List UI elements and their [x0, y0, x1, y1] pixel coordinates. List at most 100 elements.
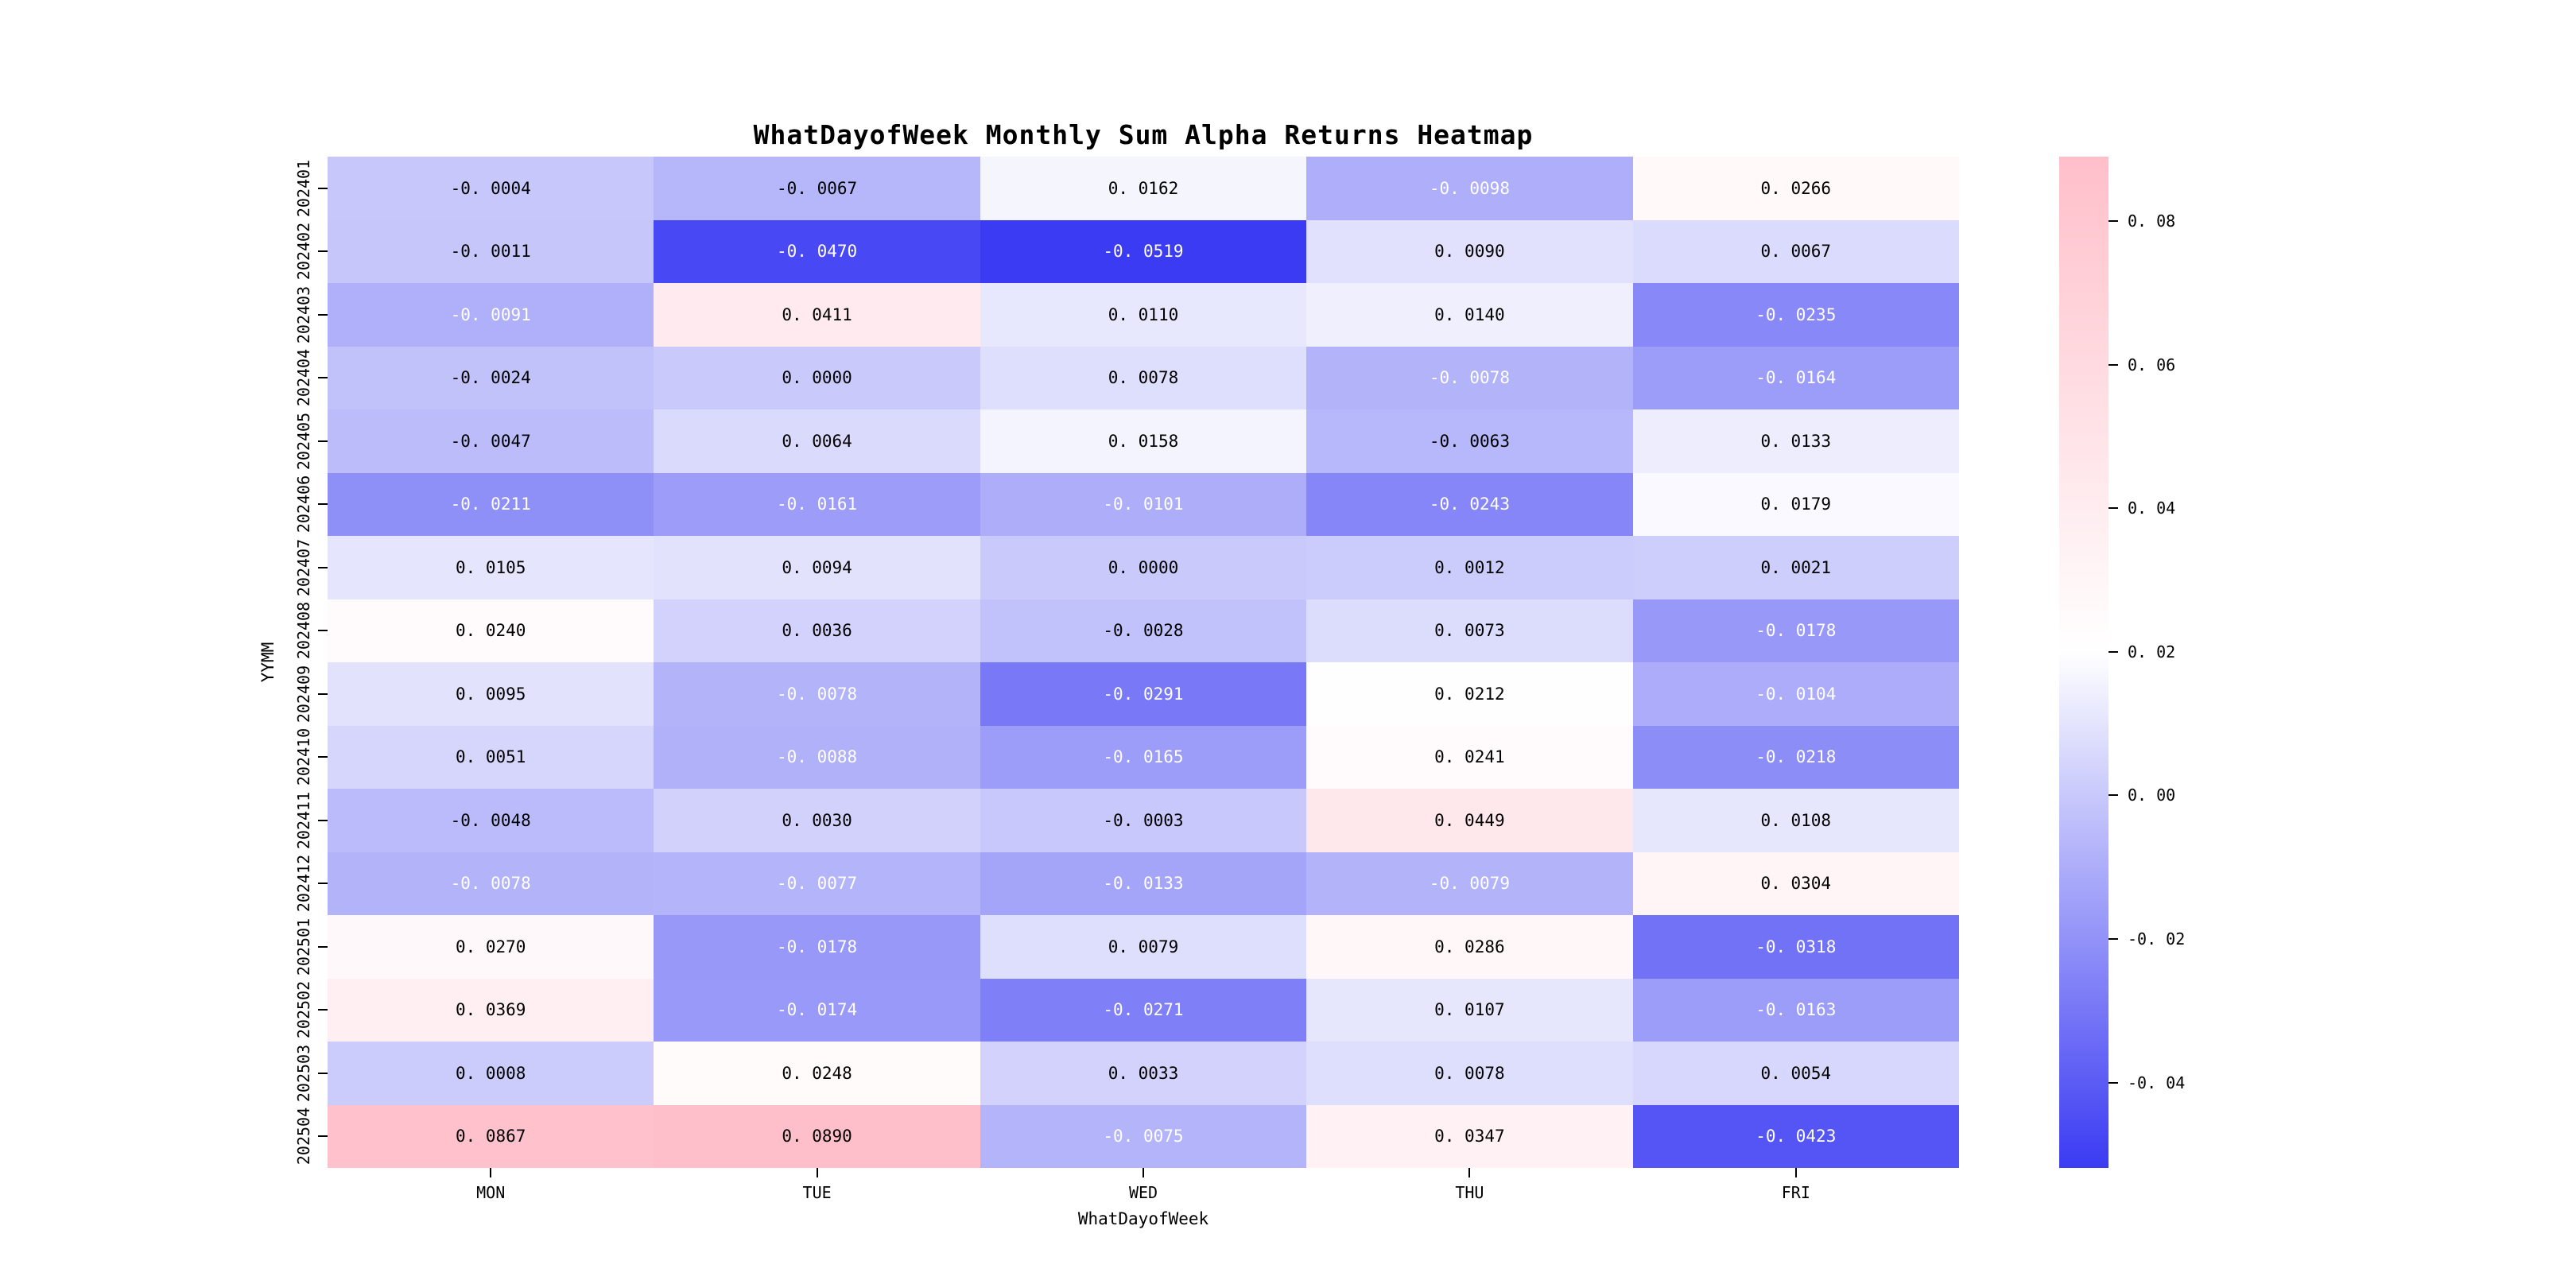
heatmap-cell: -0. 0243 — [1306, 472, 1633, 536]
heatmap-cell: 0. 0036 — [654, 599, 980, 662]
heatmap-cell: 0. 0079 — [980, 915, 1307, 979]
heatmap-cell: -0. 0028 — [980, 599, 1307, 662]
heatmap-cell: 0. 0890 — [654, 1104, 980, 1168]
heatmap-cell: 0. 0270 — [328, 915, 654, 979]
heatmap-cell: -0. 0235 — [1632, 283, 1959, 347]
heatmap-cell: 0. 0248 — [654, 1042, 980, 1105]
heatmap-cell: -0. 0211 — [328, 472, 654, 536]
colorbar-tick-mark — [2109, 507, 2118, 510]
heatmap-cell: 0. 0030 — [654, 789, 980, 852]
colorbar-tick-label: 0. 08 — [2128, 211, 2176, 231]
y-tick-label: 202502 — [294, 981, 313, 1039]
heatmap-cell: -0. 0078 — [654, 662, 980, 726]
heatmap-cell: 0. 0078 — [1306, 1042, 1633, 1105]
heatmap-cell: -0. 0133 — [980, 852, 1307, 915]
heatmap-cell: -0. 0078 — [328, 852, 654, 915]
y-tick-label: 202503 — [294, 1044, 313, 1102]
heatmap-cell: 0. 0347 — [1306, 1104, 1633, 1168]
heatmap-cell: 0. 0266 — [1632, 157, 1959, 220]
colorbar-tick-label: 0. 06 — [2128, 355, 2176, 374]
y-tick-mark — [318, 377, 328, 379]
y-tick-mark — [318, 1009, 328, 1011]
y-tick-mark — [318, 1135, 328, 1138]
colorbar-tick-mark — [2109, 363, 2118, 366]
heatmap-cell: -0. 0088 — [654, 725, 980, 789]
heatmap-cell: 0. 0073 — [1306, 599, 1633, 662]
heatmap-cell: 0. 0158 — [980, 409, 1307, 473]
heatmap-cell: -0. 0011 — [328, 219, 654, 283]
x-axis-label: WhatDayofWeek — [1077, 1209, 1209, 1228]
heatmap-cell: -0. 0318 — [1632, 915, 1959, 979]
y-tick-label: 202408 — [294, 602, 313, 660]
heatmap-cell: 0. 0449 — [1306, 789, 1633, 852]
y-tick-label: 202405 — [294, 412, 313, 470]
heatmap-cell: -0. 0003 — [980, 789, 1307, 852]
y-tick-label: 202410 — [294, 728, 313, 786]
heatmap-cell: 0. 0000 — [654, 346, 980, 409]
x-tick-label: WED — [1128, 1183, 1158, 1202]
y-tick-mark — [318, 883, 328, 885]
heatmap-cell: -0. 0024 — [328, 346, 654, 409]
heatmap-cell: -0. 0047 — [328, 409, 654, 473]
heatmap-cell: -0. 0163 — [1632, 978, 1959, 1042]
heatmap-cell: 0. 0067 — [1632, 219, 1959, 283]
heatmap-cell: 0. 0008 — [328, 1042, 654, 1105]
heatmap-cell: 0. 0012 — [1306, 536, 1633, 599]
x-tick-label: FRI — [1781, 1183, 1810, 1202]
heatmap-cell: 0. 0000 — [980, 536, 1307, 599]
heatmap-cell: 0. 0241 — [1306, 725, 1633, 789]
heatmap-cell: 0. 0286 — [1306, 915, 1633, 979]
heatmap-cell: 0. 0021 — [1632, 536, 1959, 599]
heatmap-cell: -0. 0078 — [1306, 346, 1633, 409]
heatmap-cell: 0. 0094 — [654, 536, 980, 599]
heatmap-cell: 0. 0078 — [980, 346, 1307, 409]
heatmap-cell: -0. 0178 — [1632, 599, 1959, 662]
colorbar-tick-mark — [2109, 1081, 2118, 1084]
x-tick-label: THU — [1455, 1183, 1484, 1202]
y-tick-mark — [318, 566, 328, 568]
heatmap-cell: -0. 0079 — [1306, 852, 1633, 915]
y-tick-label: 202411 — [294, 791, 313, 849]
heatmap-cell: 0. 0107 — [1306, 978, 1633, 1042]
y-tick-mark — [318, 440, 328, 442]
y-tick-mark — [318, 756, 328, 758]
y-tick-label: 202504 — [294, 1108, 313, 1166]
heatmap-cell: 0. 0212 — [1306, 662, 1633, 726]
heatmap-cell: 0. 0133 — [1632, 409, 1959, 473]
y-tick-mark — [318, 187, 328, 189]
colorbar-tick-mark — [2109, 650, 2118, 653]
colorbar-tick-label: 0. 04 — [2128, 499, 2176, 518]
colorbar-tick-mark — [2109, 220, 2118, 223]
y-tick-mark — [318, 1072, 328, 1074]
y-tick-label: 202402 — [294, 223, 313, 281]
x-tick-mark — [1143, 1168, 1144, 1177]
colorbar-tick-mark — [2109, 794, 2118, 797]
x-tick-label: MON — [476, 1183, 506, 1202]
heatmap-cell: 0. 0108 — [1632, 789, 1959, 852]
heatmap-plot-area: -0. 0004 -0. 0067 0. 0162 -0. 0098 0. 0266 -0… — [328, 157, 1959, 1168]
heatmap-cell: 0. 0140 — [1306, 283, 1633, 347]
heatmap-cell: 0. 0411 — [654, 283, 980, 347]
heatmap-cell: -0. 0174 — [654, 978, 980, 1042]
heatmap-cell: -0. 0104 — [1632, 662, 1959, 726]
heatmap-cell: -0. 0519 — [980, 219, 1307, 283]
y-tick-mark — [318, 819, 328, 821]
y-tick-label: 202401 — [294, 159, 313, 217]
y-tick-label: 202407 — [294, 538, 313, 596]
heatmap-cell: -0. 0075 — [980, 1104, 1307, 1168]
colorbar-tick-label: -0. 02 — [2128, 929, 2186, 949]
heatmap-cell: -0. 0101 — [980, 472, 1307, 536]
x-tick-mark — [490, 1168, 492, 1177]
x-tick-mark — [1468, 1168, 1471, 1177]
heatmap-cell: 0. 0369 — [328, 978, 654, 1042]
heatmap-cell: -0. 0470 — [654, 219, 980, 283]
heatmap-cell: -0. 0004 — [328, 157, 654, 220]
heatmap-cell: 0. 0162 — [980, 157, 1307, 220]
heatmap-cell: -0. 0218 — [1632, 725, 1959, 789]
heatmap-cell: -0. 0161 — [654, 472, 980, 536]
y-tick-label: 202406 — [294, 475, 313, 533]
heatmap-cell: 0. 0054 — [1632, 1042, 1959, 1105]
heatmap-cell: 0. 0064 — [654, 409, 980, 473]
heatmap-cell: -0. 0271 — [980, 978, 1307, 1042]
heatmap-cell: -0. 0098 — [1306, 157, 1633, 220]
